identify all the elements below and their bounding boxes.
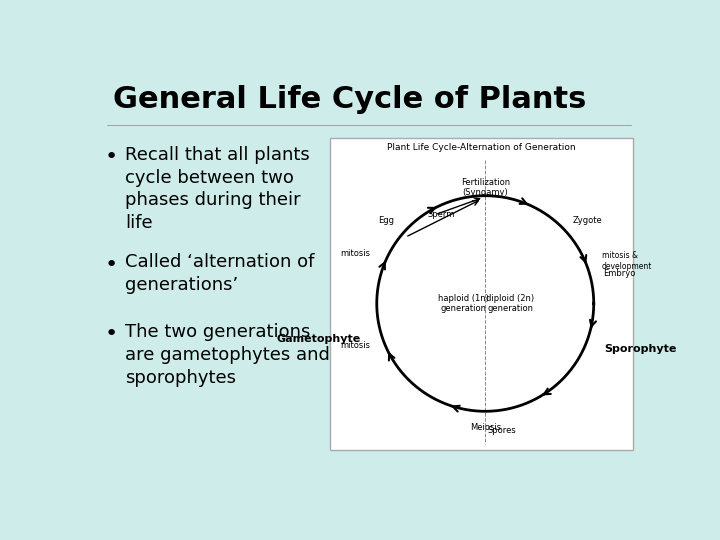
Text: Sporophyte: Sporophyte [604, 344, 677, 354]
Text: mitosis &
development: mitosis & development [601, 252, 652, 271]
Text: •: • [105, 325, 118, 345]
Text: The two generations
are gametophytes and
sporophytes: The two generations are gametophytes and… [125, 323, 330, 387]
Text: Recall that all plants
cycle between two
phases during their
life: Recall that all plants cycle between two… [125, 146, 310, 232]
Text: Called ‘alternation of
generations’: Called ‘alternation of generations’ [125, 253, 314, 294]
Text: Fertilization
(Syngamy): Fertilization (Syngamy) [461, 178, 510, 197]
Bar [330, 138, 632, 450]
Text: •: • [105, 147, 118, 167]
Text: Egg: Egg [378, 217, 394, 225]
Text: Gametophyte: Gametophyte [276, 334, 361, 344]
Text: Meiosis: Meiosis [469, 423, 501, 432]
Text: mitosis: mitosis [341, 341, 371, 350]
Text: •: • [105, 255, 118, 275]
Text: Spores: Spores [487, 427, 516, 435]
Text: Sperm: Sperm [427, 210, 454, 219]
Text: Plant Life Cycle-Alternation of Generation: Plant Life Cycle-Alternation of Generati… [387, 144, 576, 152]
Text: Zygote: Zygote [572, 216, 602, 225]
Text: haploid (1n)
generation: haploid (1n) generation [438, 294, 489, 313]
Text: Embryo: Embryo [603, 269, 635, 278]
Text: diploid (2n)
generation: diploid (2n) generation [486, 294, 534, 313]
Text: General Life Cycle of Plants: General Life Cycle of Plants [113, 85, 587, 114]
Text: mitosis: mitosis [341, 249, 371, 258]
